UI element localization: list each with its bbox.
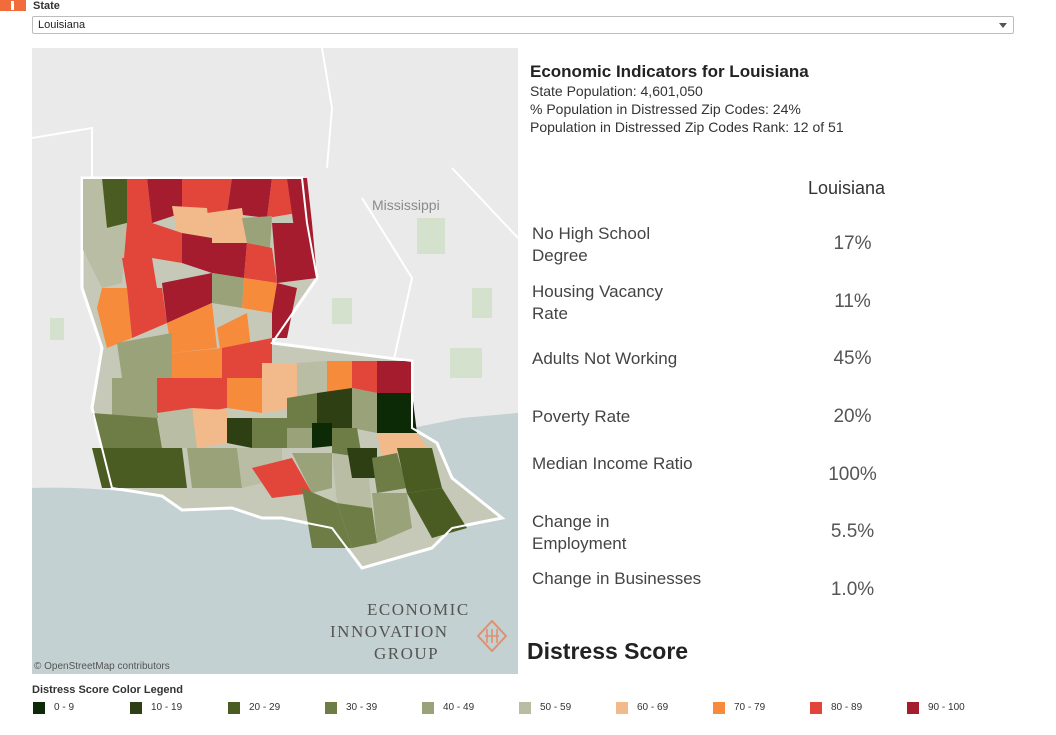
indicator-label: Housing Vacancy Rate — [532, 282, 664, 323]
indicator-value: 1.0% — [830, 579, 875, 600]
legend-label: 0 - 9 — [54, 702, 75, 713]
legend-label: 40 - 49 — [443, 702, 475, 713]
distress-score-title: Distress Score — [527, 638, 689, 664]
indicator-label: Change in Businesses — [532, 569, 702, 588]
indicator-value: 100% — [828, 464, 877, 485]
map-attribution[interactable]: © OpenStreetMap contributors — [34, 661, 170, 672]
indicator-label: Median Income Ratio — [532, 454, 693, 473]
legend-label: 80 - 89 — [831, 702, 863, 713]
indicator-label: Change in Employment — [532, 512, 627, 553]
logo-line: ECONOMIC — [367, 600, 470, 619]
chevron-down-icon[interactable] — [999, 23, 1007, 28]
legend-label: 10 - 19 — [151, 702, 183, 713]
parish-regions[interactable] — [82, 178, 467, 548]
legend-swatch — [810, 702, 822, 714]
legend-swatch — [616, 702, 628, 714]
legend-label: 20 - 29 — [249, 702, 281, 713]
legend-swatch — [519, 702, 531, 714]
state-filter-label: State — [33, 0, 60, 12]
indicators-column-header: Louisiana — [808, 178, 886, 198]
park-area — [332, 298, 352, 324]
indicator-value: 20% — [833, 406, 872, 427]
eig-emblem-icon — [477, 620, 507, 652]
park-area — [472, 288, 492, 318]
park-area — [417, 218, 445, 254]
legend-label: 30 - 39 — [346, 702, 378, 713]
park-area — [450, 348, 482, 378]
distressed-percentage: % Population in Distressed Zip Codes: 24… — [530, 101, 801, 117]
legend-label: 60 - 69 — [637, 702, 669, 713]
legend-label: 90 - 100 — [928, 702, 965, 713]
indicator-value: 17% — [833, 233, 872, 254]
state-border — [81, 177, 505, 570]
legend-title: Distress Score Color Legend — [32, 684, 183, 696]
indicator-value: 5.5% — [830, 521, 875, 542]
park-area — [50, 318, 64, 340]
legend-swatch — [130, 702, 142, 714]
legend-swatch — [907, 702, 919, 714]
road — [451, 167, 518, 239]
legend-swatch — [422, 702, 434, 714]
indicator-label: Adults Not Working — [532, 349, 678, 368]
legend-swatch — [325, 702, 337, 714]
choropleth-map[interactable]: Mississippi — [32, 48, 518, 674]
state-dropdown[interactable]: Louisiana — [32, 16, 1014, 34]
road — [32, 126, 93, 178]
state-dropdown-value: Louisiana — [38, 19, 86, 31]
state-population: State Population: 4,601,050 — [530, 83, 703, 99]
road — [321, 48, 334, 169]
eig-logo: ECONOMIC INNOVATION GROUP — [330, 600, 520, 666]
indicator-value: 11% — [834, 291, 871, 312]
map-canvas: Mississippi — [32, 48, 518, 674]
indicator-label: No High School Degree — [532, 224, 651, 265]
legend-swatch — [228, 702, 240, 714]
indicator-value: 45% — [833, 348, 872, 369]
logo-line: INNOVATION — [330, 622, 449, 641]
legend-label: 50 - 59 — [540, 702, 572, 713]
legend-label: 70 - 79 — [734, 702, 766, 713]
distressed-rank: Population in Distressed Zip Codes Rank:… — [530, 119, 844, 135]
tableau-badge-icon — [0, 0, 26, 11]
legend-swatch — [33, 702, 45, 714]
info-title: Economic Indicators for Louisiana — [530, 62, 809, 81]
neighbor-state-label: Mississippi — [372, 197, 440, 213]
logo-line: GROUP — [374, 644, 440, 663]
legend-swatch — [713, 702, 725, 714]
road — [361, 197, 414, 369]
indicator-label: Poverty Rate — [532, 407, 631, 426]
